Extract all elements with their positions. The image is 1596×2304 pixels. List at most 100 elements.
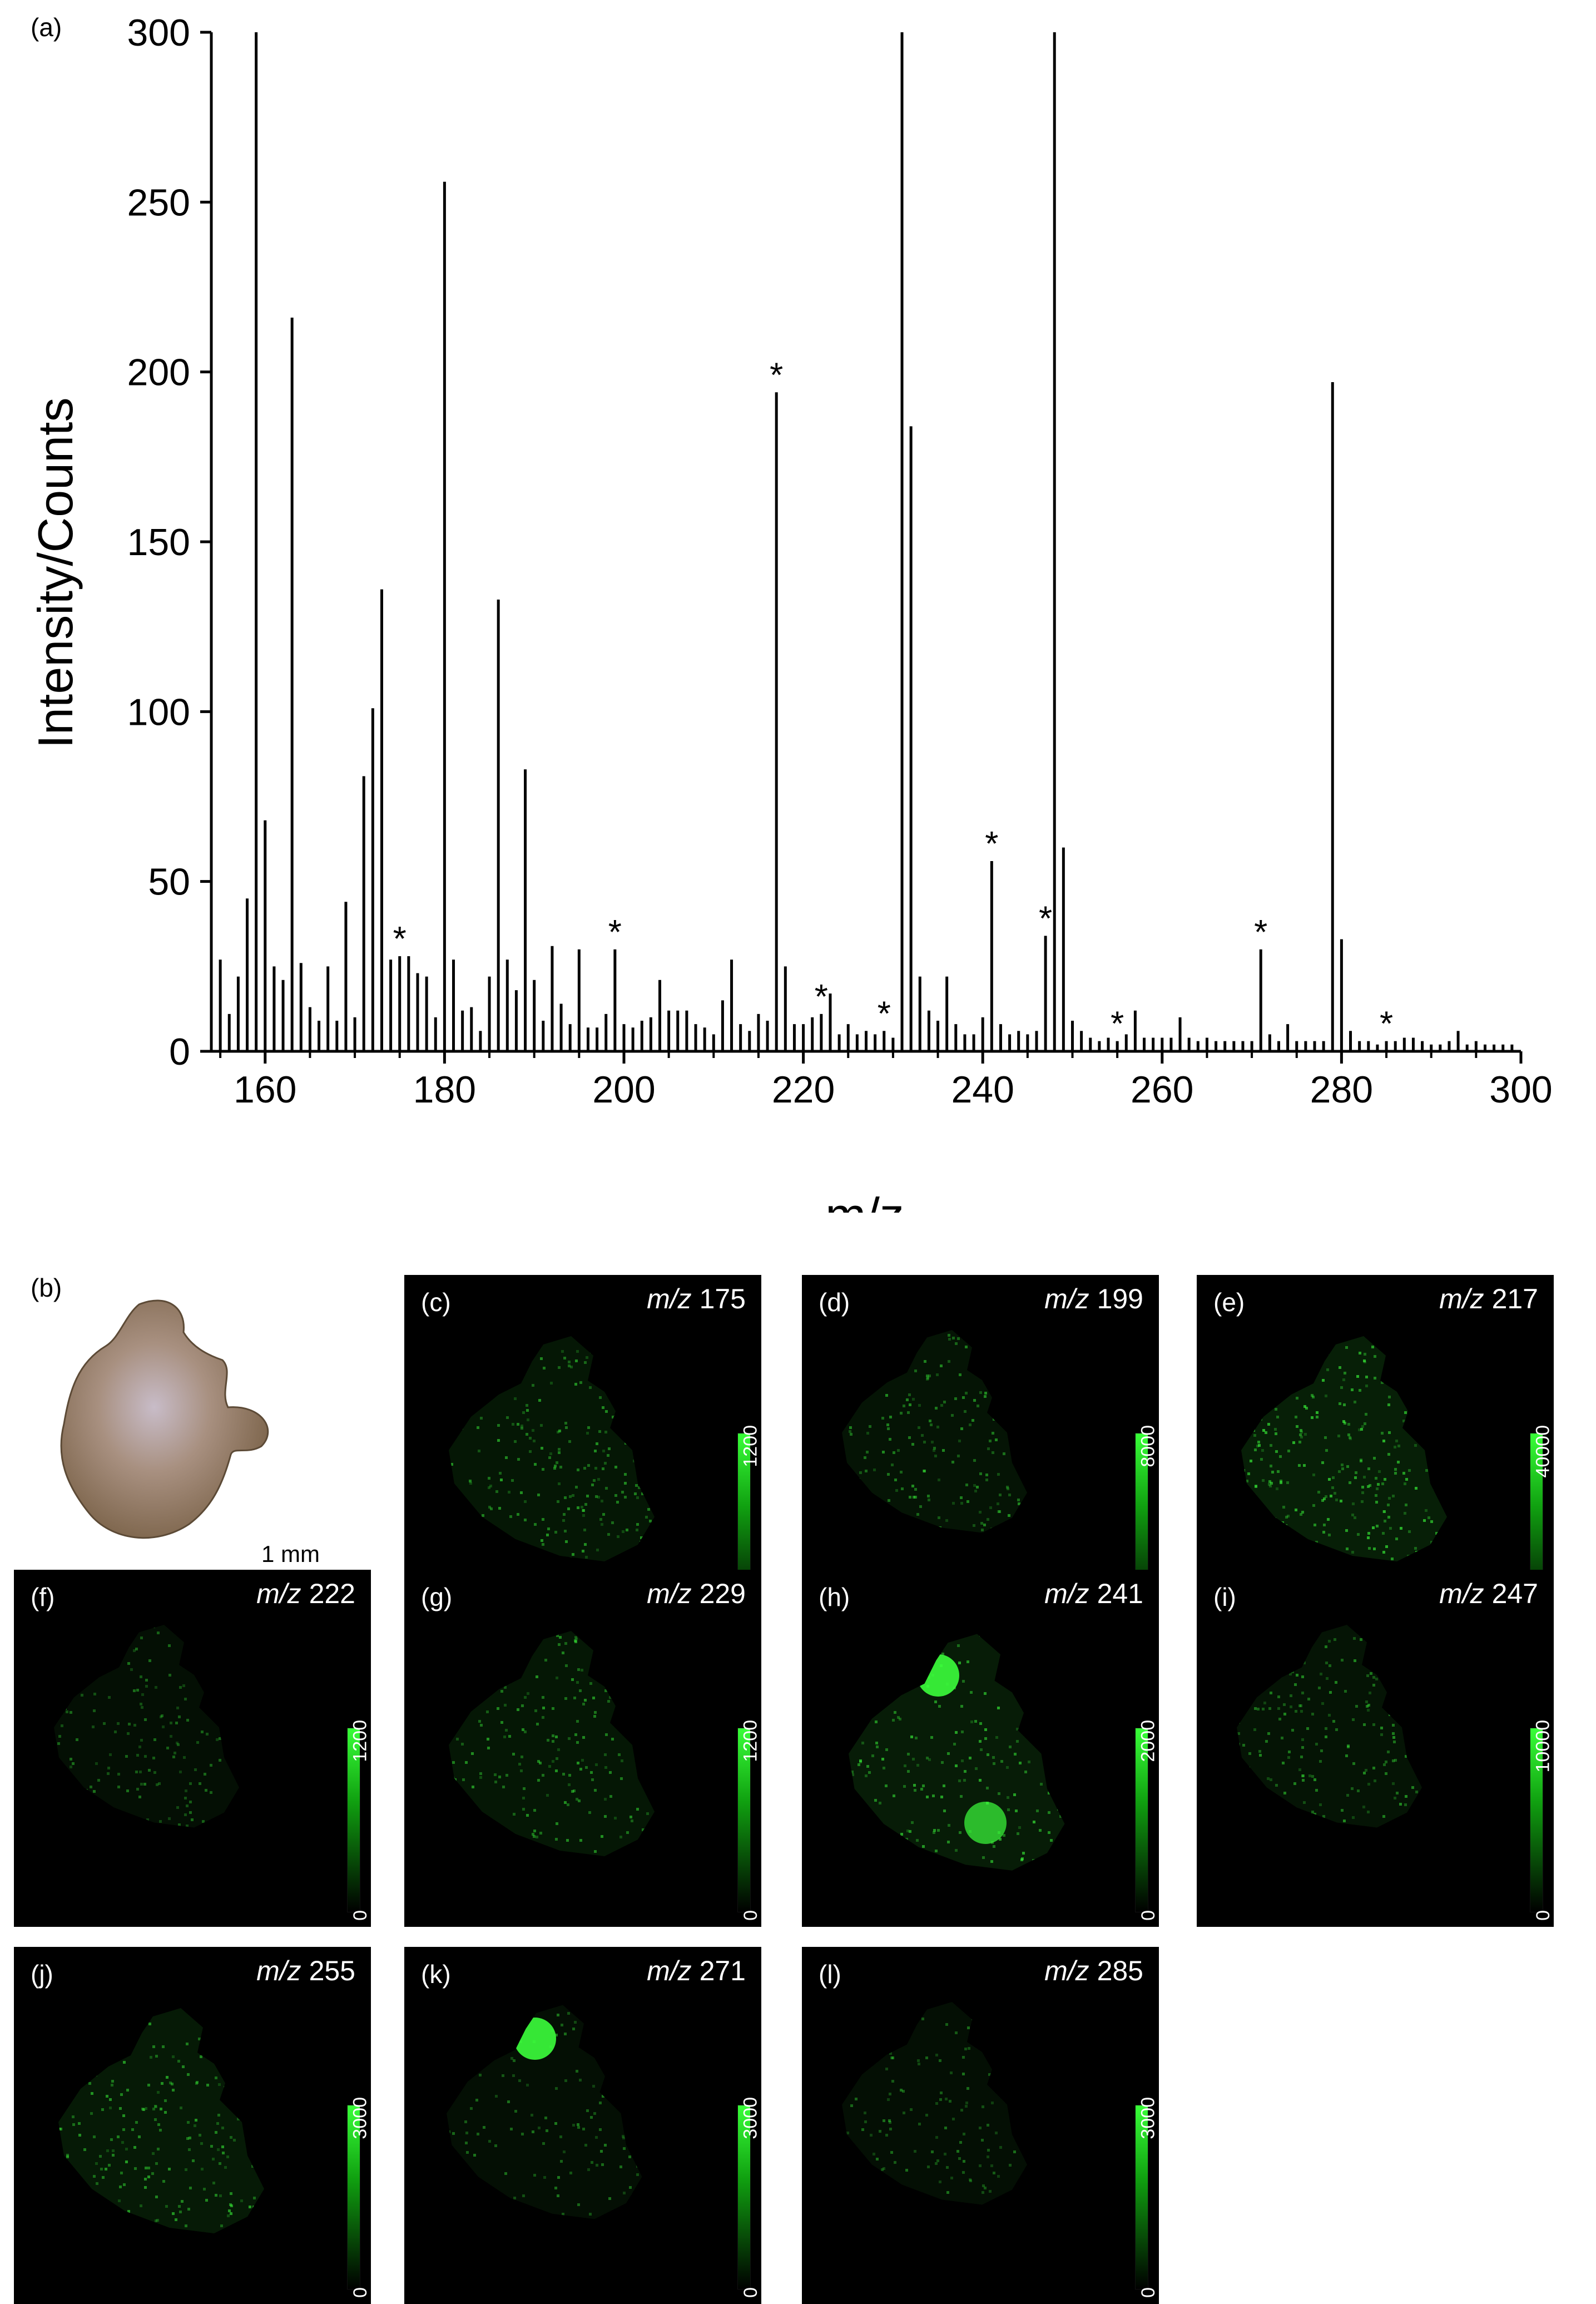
- color-scale-bar: [347, 1728, 360, 1912]
- mz-number: 285: [1089, 1955, 1143, 1986]
- y-tick-label: 100: [127, 691, 190, 733]
- y-tick-label: 250: [127, 181, 190, 224]
- color-scale-max: 3000: [1138, 2097, 1159, 2139]
- mz-value-label: m/z 271: [647, 1955, 746, 1987]
- photo-panel-label: (b): [31, 1273, 62, 1302]
- x-tick-label: 180: [413, 1069, 476, 1111]
- color-scale-max: 2000: [1138, 1720, 1159, 1762]
- star-marker: *: [1380, 1005, 1393, 1044]
- mz-number: 222: [301, 1578, 355, 1609]
- image-panel-label: (j): [31, 1960, 53, 1989]
- ion-image-panel: (l) m/z 285 3000 0: [802, 1947, 1159, 2304]
- mz-prefix: m/z: [1439, 1283, 1484, 1314]
- star-annotations: * * * * * * * * * *: [393, 356, 1393, 1043]
- mz-number: 217: [1484, 1283, 1538, 1314]
- color-scale-min: 0: [740, 1910, 761, 1921]
- chart-panel-label: (a): [31, 13, 62, 42]
- mz-number: 199: [1089, 1283, 1143, 1314]
- image-panel-label: (e): [1213, 1288, 1245, 1317]
- x-axis-label: m/z: [825, 1188, 904, 1213]
- ion-image-panel: (f) m/z 222 1200 0: [14, 1570, 371, 1927]
- mz-prefix: m/z: [647, 1578, 692, 1609]
- mz-prefix: m/z: [256, 1578, 301, 1609]
- color-scale-min: 0: [350, 2287, 371, 2298]
- x-tick-label: 260: [1131, 1069, 1193, 1111]
- y-tick-label: 50: [148, 861, 190, 903]
- color-scale-max: 40000: [1533, 1425, 1554, 1478]
- ion-distribution-image: [1241, 1336, 1447, 1561]
- mz-value-label: m/z 241: [1044, 1578, 1143, 1610]
- ion-image-panel: (g) m/z 229 1200 0: [404, 1570, 761, 1927]
- y-axis-label: Intensity/Counts: [28, 398, 83, 749]
- ion-distribution-image: [449, 1336, 655, 1561]
- ion-distribution-image: [449, 1631, 655, 1856]
- mz-prefix: m/z: [647, 1955, 692, 1986]
- mass-spectrum-chart: (a) 0 50 100 150 200 250 300 160 180 200 220 240 26…: [28, 12, 1553, 1213]
- color-scale-max: 8000: [1138, 1425, 1159, 1467]
- image-panel-label: (d): [819, 1288, 850, 1317]
- mz-prefix: m/z: [1044, 1955, 1089, 1986]
- mz-value-label: m/z 247: [1439, 1578, 1538, 1610]
- ion-image-panel: (h) m/z 241 2000 0: [802, 1570, 1159, 1927]
- star-marker: *: [770, 356, 783, 394]
- tissue-photo: [60, 1299, 269, 1539]
- peak-series: [219, 32, 1514, 1051]
- color-scale-bar: [1135, 2105, 1148, 2290]
- color-scale-bar: [1135, 1728, 1148, 1912]
- ion-distribution-image: [1237, 1625, 1422, 1828]
- image-panel-label: (f): [31, 1583, 55, 1611]
- star-marker: *: [815, 978, 828, 1016]
- image-panel-label: (h): [819, 1583, 850, 1611]
- star-marker: *: [1254, 913, 1267, 952]
- color-scale-max: 1200: [350, 1720, 371, 1762]
- color-scale-max: 3000: [350, 2097, 371, 2139]
- image-panel-label: (g): [421, 1583, 453, 1611]
- mz-number: 247: [1484, 1578, 1538, 1609]
- star-marker: *: [608, 913, 622, 952]
- image-panel-label: (k): [421, 1960, 451, 1989]
- mz-value-label: m/z 175: [647, 1283, 746, 1315]
- scale-bar-label: 1 mm: [261, 1541, 320, 1567]
- x-tick-label: 160: [234, 1069, 296, 1111]
- mz-number: 229: [691, 1578, 746, 1609]
- color-scale-min: 0: [350, 1910, 371, 1921]
- x-tick-label: 300: [1489, 1069, 1552, 1111]
- color-scale-min: 0: [740, 2287, 761, 2298]
- color-scale-min: 0: [1138, 2287, 1159, 2298]
- mz-number: 175: [691, 1283, 746, 1314]
- color-scale-min: 0: [1138, 1910, 1159, 1921]
- color-scale-max: 3000: [740, 2097, 761, 2139]
- color-scale-bar: [1530, 1728, 1543, 1912]
- ion-image-panel: (j) m/z 255 3000 0: [14, 1947, 371, 2304]
- ion-image-panel: (i) m/z 247 10000 0: [1197, 1570, 1554, 1927]
- star-marker: *: [393, 920, 407, 958]
- x-tick-label: 220: [772, 1069, 835, 1111]
- color-scale-bar: [737, 2105, 751, 2290]
- ion-distribution-image: [447, 2005, 642, 2219]
- mz-value-label: m/z 217: [1439, 1283, 1538, 1315]
- color-scale-max: 1200: [740, 1425, 761, 1467]
- ion-image-panel: (k) m/z 271 3000 0: [404, 1947, 761, 2304]
- ion-distribution-image: [842, 2002, 1027, 2205]
- ion-distribution-image: [842, 1330, 1027, 1533]
- y-tick-label: 0: [169, 1031, 190, 1073]
- image-panel-label: (l): [819, 1960, 841, 1989]
- mz-prefix: m/z: [1044, 1283, 1089, 1314]
- color-scale-bar: [347, 2105, 360, 2290]
- mz-number: 271: [691, 1955, 746, 1986]
- ion-distribution-image: [58, 2008, 264, 2233]
- color-scale-min: 0: [1533, 1910, 1554, 1921]
- mz-number: 255: [301, 1955, 355, 1986]
- mz-prefix: m/z: [1044, 1578, 1089, 1609]
- mz-value-label: m/z 199: [1044, 1283, 1143, 1315]
- mz-number: 241: [1089, 1578, 1143, 1609]
- x-tick-label: 200: [592, 1069, 655, 1111]
- image-panel-label: (c): [421, 1288, 451, 1317]
- y-tick-label: 150: [127, 521, 190, 563]
- color-scale-max: 1200: [740, 1720, 761, 1762]
- ion-distribution-image: [849, 1634, 1065, 1871]
- image-panel-label: (i): [1213, 1583, 1236, 1611]
- mz-prefix: m/z: [256, 1955, 301, 1986]
- ion-distribution-image: [54, 1625, 239, 1828]
- y-tick-label: 300: [127, 12, 190, 54]
